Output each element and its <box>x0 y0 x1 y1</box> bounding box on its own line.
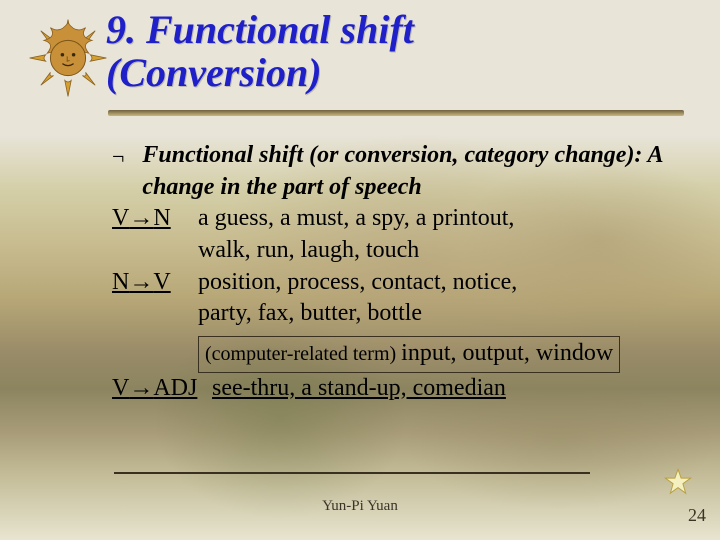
conversion-row-nv: N→V position, process, contact, notice, <box>112 267 692 299</box>
title-line-2: (Conversion) <box>106 50 322 95</box>
conversion-row-vadj: V→ADJ see-thru, a stand-up, comedian <box>112 373 692 405</box>
bullet-item: ¬ Functional shift (or conversion, categ… <box>112 140 692 203</box>
label-v-to-adj: V→ADJ <box>112 373 212 405</box>
boxed-note: (computer-related term) input, output, w… <box>198 336 620 373</box>
examples-vn-2: walk, run, laugh, touch <box>112 235 692 267</box>
boxed-small: (computer-related term) <box>205 343 401 365</box>
examples-nv-2: party, fax, butter, bottle <box>112 298 692 330</box>
underline-rule <box>114 472 590 474</box>
page-number: 24 <box>688 505 706 526</box>
bullet-icon: ¬ <box>112 140 124 203</box>
boxed-rest: input, output, window <box>401 340 613 366</box>
star-icon <box>664 468 692 496</box>
examples-vadj: see-thru, a stand-up, comedian <box>212 373 692 405</box>
footer-author: Yun-Pi Yuan <box>0 498 720 515</box>
boxed-row: (computer-related term) input, output, w… <box>112 330 692 373</box>
conversion-row-vn: V→N a guess, a must, a spy, a printout, <box>112 203 692 235</box>
slide-title: 9. Functional shift (Conversion) <box>106 8 414 94</box>
lead-text: Functional shift (or conversion, categor… <box>142 140 692 203</box>
label-v-to-n: V→N <box>112 203 198 235</box>
title-underline-rule <box>108 110 684 116</box>
sun-icon <box>28 18 108 98</box>
examples-vn-1: a guess, a must, a spy, a printout, <box>198 203 692 235</box>
content-block: ¬ Functional shift (or conversion, categ… <box>112 140 692 404</box>
label-n-to-v: N→V <box>112 267 198 299</box>
examples-nv-1: position, process, contact, notice, <box>198 267 692 299</box>
title-line-1: 9. Functional shift <box>106 7 414 52</box>
lead-definition: Functional shift (or conversion, categor… <box>142 142 642 168</box>
